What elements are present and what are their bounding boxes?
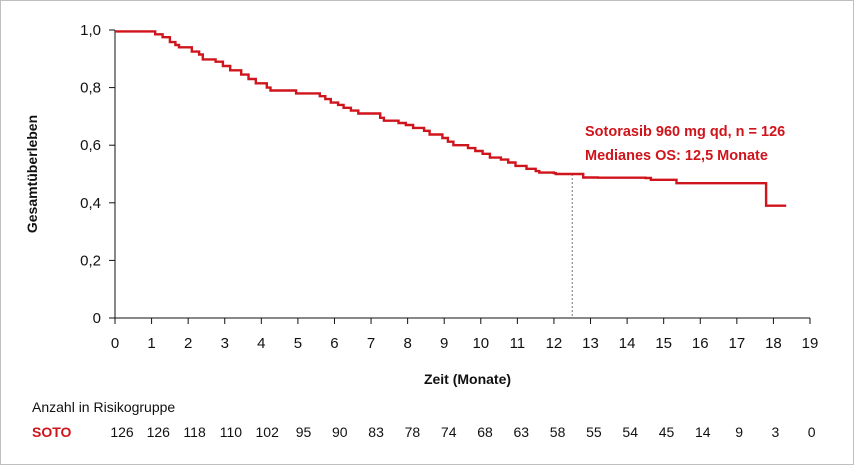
x-ticks: 0 1 2 3 4 5 6 7 8 9 10 11 12 13 14 15 16 17 18 19 — [111, 318, 819, 352]
y-tick-label: 1,0 — [80, 22, 101, 39]
x-tick-label: 9 — [440, 335, 448, 352]
x-tick-label: 15 — [655, 335, 672, 352]
x-tick-label: 16 — [692, 335, 709, 352]
risk-table-value: 118 — [183, 424, 206, 440]
axes — [114, 30, 810, 319]
y-tick-label: 0,6 — [80, 137, 101, 154]
x-tick-label: 6 — [330, 335, 338, 352]
y-axis-label: Gesamtüberleben — [24, 115, 40, 233]
risk-table-value: 126 — [147, 424, 171, 440]
risk-table-value: 102 — [256, 424, 280, 440]
annotation-median-os: Medianes OS: 12,5 Monate — [585, 148, 768, 164]
x-tick-label: 4 — [257, 335, 265, 352]
x-tick-label: 0 — [111, 335, 119, 352]
risk-table-value: 0 — [808, 424, 816, 440]
x-tick-label: 7 — [367, 335, 375, 352]
x-tick-label: 1 — [147, 335, 155, 352]
x-tick-label: 8 — [403, 335, 411, 352]
x-tick-label: 5 — [294, 335, 302, 352]
survival-curve-sotorasib — [115, 30, 787, 207]
x-axis-label: Zeit (Monate) — [424, 371, 511, 387]
x-tick-label: 17 — [728, 335, 745, 352]
risk-table-value: 58 — [550, 424, 566, 440]
risk-table-value: 63 — [514, 424, 530, 440]
risk-table-value: 90 — [332, 424, 348, 440]
y-tick-label: 0,4 — [80, 195, 101, 212]
y-tick-label: 0 — [93, 310, 101, 327]
x-tick-label: 14 — [619, 335, 636, 352]
risk-table-values: 126 126 118 110 102 95 90 83 78 74 68 63 58 55 54 45 14 9… — [110, 424, 815, 440]
risk-table-value: 3 — [772, 424, 780, 440]
risk-table-value: 55 — [586, 424, 602, 440]
x-tick-label: 13 — [582, 335, 599, 352]
risk-table-value: 45 — [659, 424, 675, 440]
risk-table-value: 95 — [296, 424, 312, 440]
risk-table-value: 110 — [220, 424, 243, 440]
risk-table-title: Anzahl in Risikogruppe — [32, 399, 175, 415]
x-tick-label: 3 — [221, 335, 229, 352]
risk-table-group-label: SOTO — [32, 424, 72, 440]
risk-table-value: 83 — [368, 424, 384, 440]
x-tick-label: 2 — [184, 335, 192, 352]
risk-table-value: 68 — [477, 424, 493, 440]
risk-table-value: 9 — [735, 424, 743, 440]
x-tick-label: 12 — [546, 335, 563, 352]
x-tick-label: 18 — [765, 335, 782, 352]
risk-table-value: 54 — [622, 424, 638, 440]
risk-table-value: 74 — [441, 424, 457, 440]
x-tick-label: 11 — [510, 335, 526, 352]
y-ticks: 0 0,2 0,4 0,6 0,8 1,0 — [80, 22, 115, 327]
x-tick-label: 19 — [802, 335, 819, 352]
annotation-treatment: Sotorasib 960 mg qd, n = 126 — [585, 124, 785, 140]
y-tick-label: 0,8 — [80, 80, 101, 97]
risk-table-value: 126 — [110, 424, 134, 440]
y-tick-label: 0,2 — [80, 252, 101, 269]
risk-table-value: 14 — [695, 424, 711, 440]
risk-table-value: 78 — [405, 424, 421, 440]
x-tick-label: 10 — [472, 335, 489, 352]
